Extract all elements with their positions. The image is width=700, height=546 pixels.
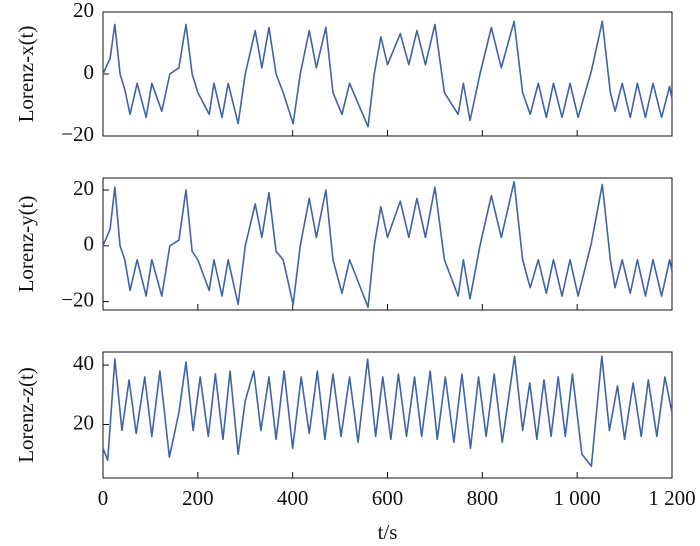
y-tick-label: 20 [73, 0, 94, 22]
plot-frame [102, 177, 673, 311]
x-tick-label: 200 [182, 486, 214, 510]
x-tick-label: 1 000 [554, 486, 601, 510]
y-tick-label: −20 [61, 287, 94, 311]
data-line [102, 180, 673, 309]
x-tick-label: 800 [467, 486, 499, 510]
y-axis-label: Lorenz-z(t) [14, 367, 38, 463]
data-line [102, 20, 673, 128]
plot-frame [102, 11, 673, 137]
x-tick-label: 400 [277, 486, 309, 510]
y-tick-label: −20 [61, 122, 94, 146]
y-tick-label: 20 [73, 176, 94, 200]
x-tick-label: 600 [372, 486, 404, 510]
x-tick-label: 0 [98, 486, 109, 510]
y-tick-label: 40 [73, 351, 94, 375]
y-axis-label: Lorenz-x(t) [14, 26, 38, 123]
data-line [102, 355, 673, 467]
x-tick-label: 1 200 [648, 486, 695, 510]
y-tick-label: 0 [84, 60, 95, 84]
y-tick-label: 0 [84, 232, 95, 256]
x-axis-label: t/s [378, 520, 398, 544]
y-tick-label: 20 [73, 410, 94, 434]
y-axis-label: Lorenz-y(t) [14, 196, 38, 293]
